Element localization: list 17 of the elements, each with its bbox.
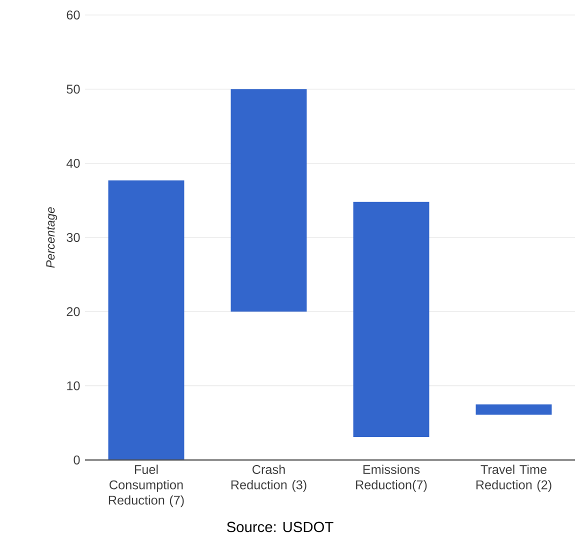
y-tick-label: 60 [66, 10, 80, 20]
x-tick-label: Fuel Consumption Reduction (7) [108, 464, 184, 508]
bar [230, 89, 307, 312]
y-tick-label: 0 [74, 456, 80, 464]
y-tick-label: 30 [66, 233, 80, 242]
y-tick-label: 50 [66, 84, 80, 94]
y-tick-label: 10 [67, 381, 80, 390]
x-tick-label: Crash Reduction (3) [231, 464, 306, 492]
bar [353, 202, 430, 437]
x-tick-label: Travel Time Reduction (2) [476, 464, 552, 492]
y-tick-label: 20 [66, 307, 80, 316]
y-axis-title: Percentage [46, 207, 58, 268]
y-tick-label: 40 [66, 158, 80, 168]
x-tick-label: Emissions Reduction(7) [356, 464, 427, 492]
bar [476, 404, 552, 415]
source-note: Source: USDOT [227, 522, 334, 532]
bar [108, 180, 184, 460]
